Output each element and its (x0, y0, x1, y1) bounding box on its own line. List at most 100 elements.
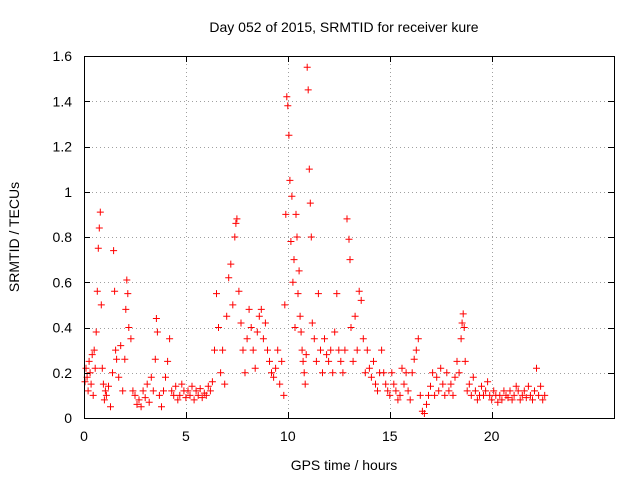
data-point (443, 369, 451, 377)
data-point (319, 369, 326, 377)
data-point (333, 290, 341, 298)
data-point (408, 369, 416, 377)
data-point (298, 346, 306, 354)
data-point (423, 400, 430, 408)
data-point (223, 312, 231, 320)
data-point (343, 215, 351, 223)
data-point (94, 244, 102, 252)
data-point (467, 391, 475, 399)
data-point (327, 346, 335, 354)
data-point (125, 324, 133, 331)
data-point (329, 369, 337, 377)
data-point (101, 387, 109, 395)
data-point (243, 335, 251, 343)
data-point (219, 346, 227, 354)
data-point (127, 335, 135, 343)
data-point (124, 290, 132, 298)
data-point (374, 387, 381, 395)
data-point (451, 373, 459, 381)
data-point (425, 391, 432, 399)
data-point (431, 391, 439, 399)
data-point (433, 373, 441, 381)
data-point (416, 391, 424, 399)
data-point (237, 319, 245, 327)
data-point (394, 396, 402, 404)
data-point (306, 199, 314, 207)
data-points (81, 63, 549, 417)
data-point (520, 387, 528, 395)
data-point (186, 391, 194, 399)
data-point (441, 391, 449, 399)
y-tick-label: 0.2 (53, 365, 73, 381)
data-point (460, 324, 468, 331)
y-tick-label: 0.6 (53, 274, 73, 290)
data-point (174, 396, 182, 404)
data-point (486, 391, 494, 399)
data-point (276, 380, 284, 388)
data-point (211, 346, 218, 354)
data-point (266, 357, 273, 365)
data-point (206, 387, 214, 395)
data-point (516, 396, 524, 404)
data-point (396, 391, 404, 399)
data-point (305, 165, 313, 173)
data-point (458, 319, 466, 327)
data-point (412, 346, 420, 354)
data-point (97, 301, 105, 309)
data-point (149, 387, 157, 395)
data-point (539, 396, 547, 404)
data-point (398, 364, 406, 372)
data-point (123, 276, 131, 284)
data-point (172, 382, 180, 390)
data-point (301, 380, 309, 388)
data-point (512, 382, 520, 390)
x-tick-label: 0 (80, 428, 88, 444)
data-point (537, 382, 545, 390)
data-point (480, 391, 487, 399)
data-point (435, 387, 443, 395)
y-tick-label: 0.4 (53, 320, 73, 336)
data-point (268, 369, 275, 377)
data-point (531, 387, 538, 395)
data-point (541, 391, 549, 399)
data-point (232, 219, 240, 227)
data-point (285, 131, 293, 139)
data-point (102, 391, 110, 399)
data-point (292, 210, 300, 218)
data-point (202, 391, 210, 399)
data-point (508, 396, 516, 404)
data-point (111, 287, 119, 295)
data-point (510, 391, 518, 399)
y-tick-label: 0 (64, 410, 72, 426)
data-point (192, 387, 200, 395)
data-point (303, 63, 311, 71)
data-point (137, 403, 145, 411)
data-point (291, 324, 299, 331)
data-point (119, 387, 127, 395)
data-point (496, 391, 504, 399)
data-point (87, 380, 95, 388)
data-point (151, 355, 159, 363)
data-point (290, 256, 298, 264)
data-point (121, 355, 129, 363)
data-point (308, 319, 316, 327)
data-point (337, 357, 345, 365)
data-point (300, 369, 308, 377)
data-point (437, 364, 445, 372)
y-tick-label: 1.6 (53, 48, 73, 64)
data-point (524, 382, 532, 390)
data-point (82, 364, 90, 372)
data-point (471, 387, 479, 395)
data-point (147, 373, 155, 381)
data-point (280, 391, 288, 399)
data-point (380, 369, 388, 377)
data-point (384, 387, 392, 395)
data-point (85, 357, 93, 365)
data-point (253, 328, 261, 336)
data-point (139, 387, 147, 395)
x-tick-label: 15 (382, 428, 398, 444)
data-point (255, 312, 263, 320)
data-point (135, 396, 143, 404)
data-point (414, 335, 422, 343)
y-tick-label: 1 (64, 184, 72, 200)
